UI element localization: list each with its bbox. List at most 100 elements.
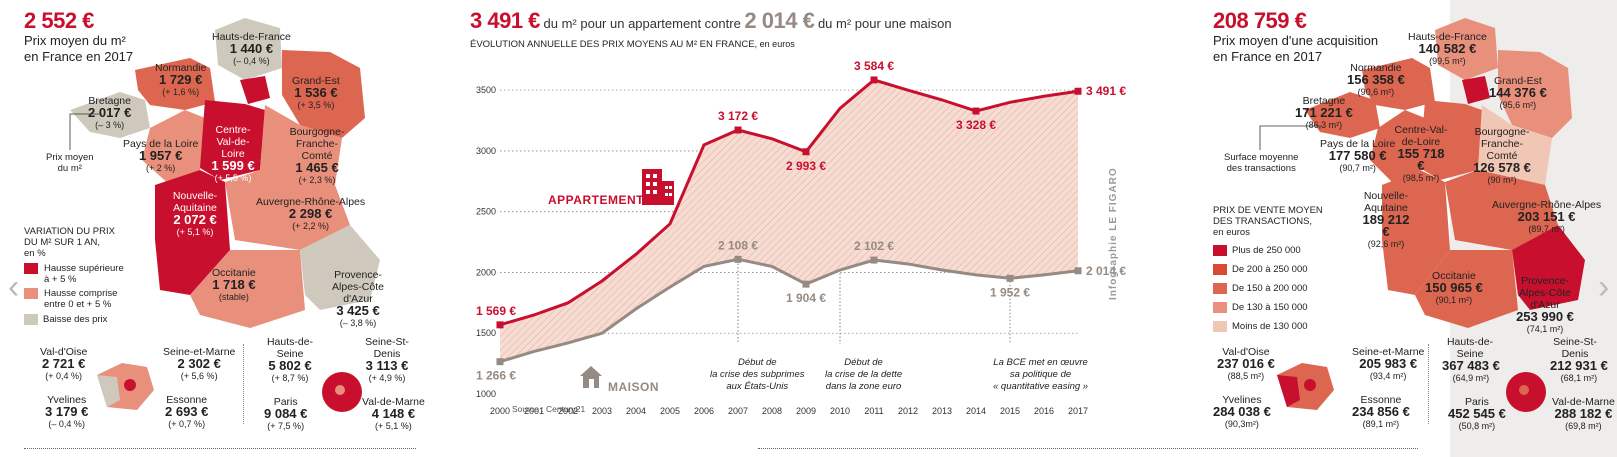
- left-idf-divider: [243, 344, 244, 424]
- left-label-paca: Provence-Alpes-Côte d'Azur 3 425 € (– 3,8 …: [332, 269, 384, 328]
- next-arrow-icon[interactable]: ›: [1598, 268, 1610, 306]
- data-label: 2 993 €: [786, 159, 826, 173]
- data-point: [802, 148, 810, 156]
- left-legend-item-2: Hausse comprise entre 0 et + 5 %: [24, 288, 117, 310]
- right-subtitle: Prix moyen d'une acquisition en France e…: [1213, 33, 1379, 64]
- area-between-series: [500, 79, 1078, 362]
- right-idf-hauts-de-seine: Hauts-de-Seine 367 483 € (64,9 m²): [1442, 336, 1500, 383]
- data-point: [870, 76, 878, 84]
- left-label-hauts-de-france: Hauts-de-France 1 440 € (– 0,4 %): [212, 31, 291, 66]
- data-label: 2 108 €: [718, 238, 758, 252]
- data-label: 1 569 €: [476, 304, 516, 318]
- right-callout-line: [1259, 125, 1322, 150]
- left-idf-yvelines: Yvelines 3 179 € (– 0,4 %): [45, 394, 89, 429]
- map-auvergne-rhone-alpes: [225, 170, 350, 250]
- right-label-hauts-de-france: Hauts-de-France 140 582 € (99,5 m²): [1408, 31, 1487, 66]
- y-tick-label: 2500: [476, 207, 496, 217]
- x-tick-label: 2001: [524, 406, 544, 416]
- data-point: [802, 280, 810, 288]
- left-callout-line: [69, 113, 102, 150]
- left-callout: Prix moyen du m²: [46, 152, 94, 174]
- right-idf-divider: [1428, 344, 1429, 424]
- data-label: 3 172 €: [718, 109, 758, 123]
- house-icon: [580, 366, 602, 388]
- left-label-normandie: Normandie 1 729 € (+ 1,6 %): [155, 62, 207, 97]
- data-label: 1 904 €: [786, 291, 826, 305]
- right-legend-item-1: Plus de 250 000: [1213, 245, 1301, 256]
- data-label: 1 952 €: [990, 285, 1030, 299]
- right-label-auvergne: Auvergne-Rhône-Alpes 203 151 € (89,7 m²): [1492, 199, 1602, 234]
- left-label-bourgogne: Bourgogne-Franche-Comté 1 465 € (+ 2,3 %): [289, 126, 345, 185]
- right-label-occitanie: Occitanie 150 965 € (90,1 m²): [1425, 270, 1483, 305]
- left-idf-essonne: Essonne 2 693 € (+ 0,7 %): [165, 394, 209, 429]
- france-map-price-variation: [70, 18, 380, 328]
- france-map-acquisition: [1305, 18, 1585, 328]
- right-label-centre: Centre-Val-de-Loire 155 718 € (98,5 m²): [1394, 124, 1448, 183]
- map-bourgogne: [260, 105, 342, 190]
- y-tick-label: 3000: [476, 146, 496, 156]
- right-label-pays-de-la-loire: Pays de la Loire 177 580 € (90,7 m²): [1320, 138, 1396, 173]
- price-chart: 1000 1500 2000 2500 3000 3500 2000 2001 2002 2003…: [476, 60, 1126, 416]
- map-bretagne: [70, 92, 150, 138]
- y-tick-label: 1500: [476, 328, 496, 338]
- data-label: 1 266 €: [476, 369, 516, 383]
- data-point: [870, 256, 878, 264]
- center-subtitle: ÉVOLUTION ANNUELLE DES PRIX MOYENS AU M²…: [470, 39, 795, 50]
- data-label: 3 491 €: [1086, 84, 1126, 98]
- data-point: [734, 255, 742, 263]
- center-headline: 3 491 € du m² pour un appartement contre…: [470, 8, 952, 33]
- map-grand-est: [282, 50, 365, 138]
- left-idf-val-de-marne: Val-de-Marne 4 148 € (+ 5,1 %): [362, 396, 425, 431]
- left-legend-title: VARIATION DU PRIX DU M² SUR 1 AN, en %: [24, 226, 115, 259]
- right-label-nouvelle-aquitaine: Nouvelle-Aquitaine 189 212 € (92,6 m²): [1362, 190, 1410, 249]
- right-label-normandie: Normandie 156 358 € (90,6 m²): [1347, 62, 1405, 97]
- data-point: [496, 358, 504, 366]
- annotation-2015: La BCE met en œuvre sa politique de « quan…: [993, 357, 1089, 392]
- left-idf-paris: Paris 9 084 € (+ 7,5 %): [264, 396, 308, 431]
- right-idf-seine-st-denis: Seine-St-Denis 212 931 € (68,1 m²): [1550, 336, 1608, 383]
- right-petite-couronne-map: [1506, 372, 1546, 412]
- x-tick-label: 2016: [1034, 406, 1054, 416]
- right-legend-item-2: De 200 à 250 000: [1213, 264, 1308, 275]
- center-bottom-rule: [758, 448, 1418, 449]
- x-tick-label: 2017: [1068, 406, 1088, 416]
- left-bottom-rule: [24, 448, 416, 449]
- left-subtitle: Prix moyen du m² en France en 2017: [24, 33, 134, 64]
- data-label: 3 584 €: [854, 60, 894, 73]
- right-label-grand-est: Grand-Est 144 376 € (95,6 m²): [1489, 75, 1547, 110]
- right-headline: 208 759 €: [1213, 8, 1307, 33]
- annotation-2010: Début de la crise de la dette dans la zone…: [825, 357, 903, 392]
- right-label-bretagne: Bretagne 171 221 € (86,3 m²): [1295, 95, 1353, 130]
- left-idf-seine-et-marne: Seine-et-Marne 2 302 € (+ 5,6 %): [163, 346, 236, 381]
- right-idf-yvelines: Yvelines 284 038 € (90,3m²): [1213, 394, 1271, 429]
- map-occitanie: [190, 250, 305, 328]
- annotation-2007: Début de la crise des subprimes aux États-…: [710, 357, 805, 392]
- right-idf-val-doise: Val-d'Oise 237 016 € (88,5 m²): [1217, 346, 1275, 381]
- prev-arrow-icon[interactable]: ‹: [8, 268, 20, 306]
- data-point: [1074, 87, 1082, 95]
- data-point: [1006, 274, 1014, 282]
- x-tick-label: 2013: [932, 406, 952, 416]
- right-label-bourgogne: Bourgogne-Franche-Comté 126 578 € (90 m²): [1473, 126, 1531, 185]
- left-label-auvergne: Auvergne-Rhône-Alpes 2 298 € (+ 2,2 %): [256, 196, 366, 231]
- series-line-appartement: [499, 78, 1079, 327]
- x-tick-label: 2000: [490, 406, 510, 416]
- data-point: [734, 126, 742, 134]
- left-label-nouvelle-aquitaine: Nouvelle-Aquitaine 2 072 € (+ 5,1 %): [172, 190, 218, 237]
- right-idf-seine-et-marne: Seine-et-Marne 205 983 € (93,4 m²): [1352, 346, 1425, 381]
- data-label: 3 328 €: [956, 118, 996, 132]
- y-tick-label: 3500: [476, 85, 496, 95]
- data-label: 2 014 €: [1086, 264, 1126, 278]
- right-legend-item-5: Moins de 130 000: [1213, 321, 1308, 332]
- right-idf-essonne: Essonne 234 856 € (89,1 m²): [1352, 394, 1410, 429]
- label-maison: MAISON: [608, 380, 659, 394]
- left-headline: 2 552 €: [24, 8, 94, 33]
- left-label-pays-de-la-loire: Pays de la Loire 1 957 € (+ 2 %): [123, 138, 199, 173]
- x-tick-label: 2009: [796, 406, 816, 416]
- series-line-maison: [499, 257, 1079, 364]
- building-icon: [642, 169, 674, 205]
- left-legend-item-3: Baisse des prix: [24, 314, 107, 325]
- map-pays-de-la-loire: [142, 110, 205, 185]
- label-appartement: APPARTEMENT: [548, 193, 644, 207]
- data-point: [972, 107, 980, 115]
